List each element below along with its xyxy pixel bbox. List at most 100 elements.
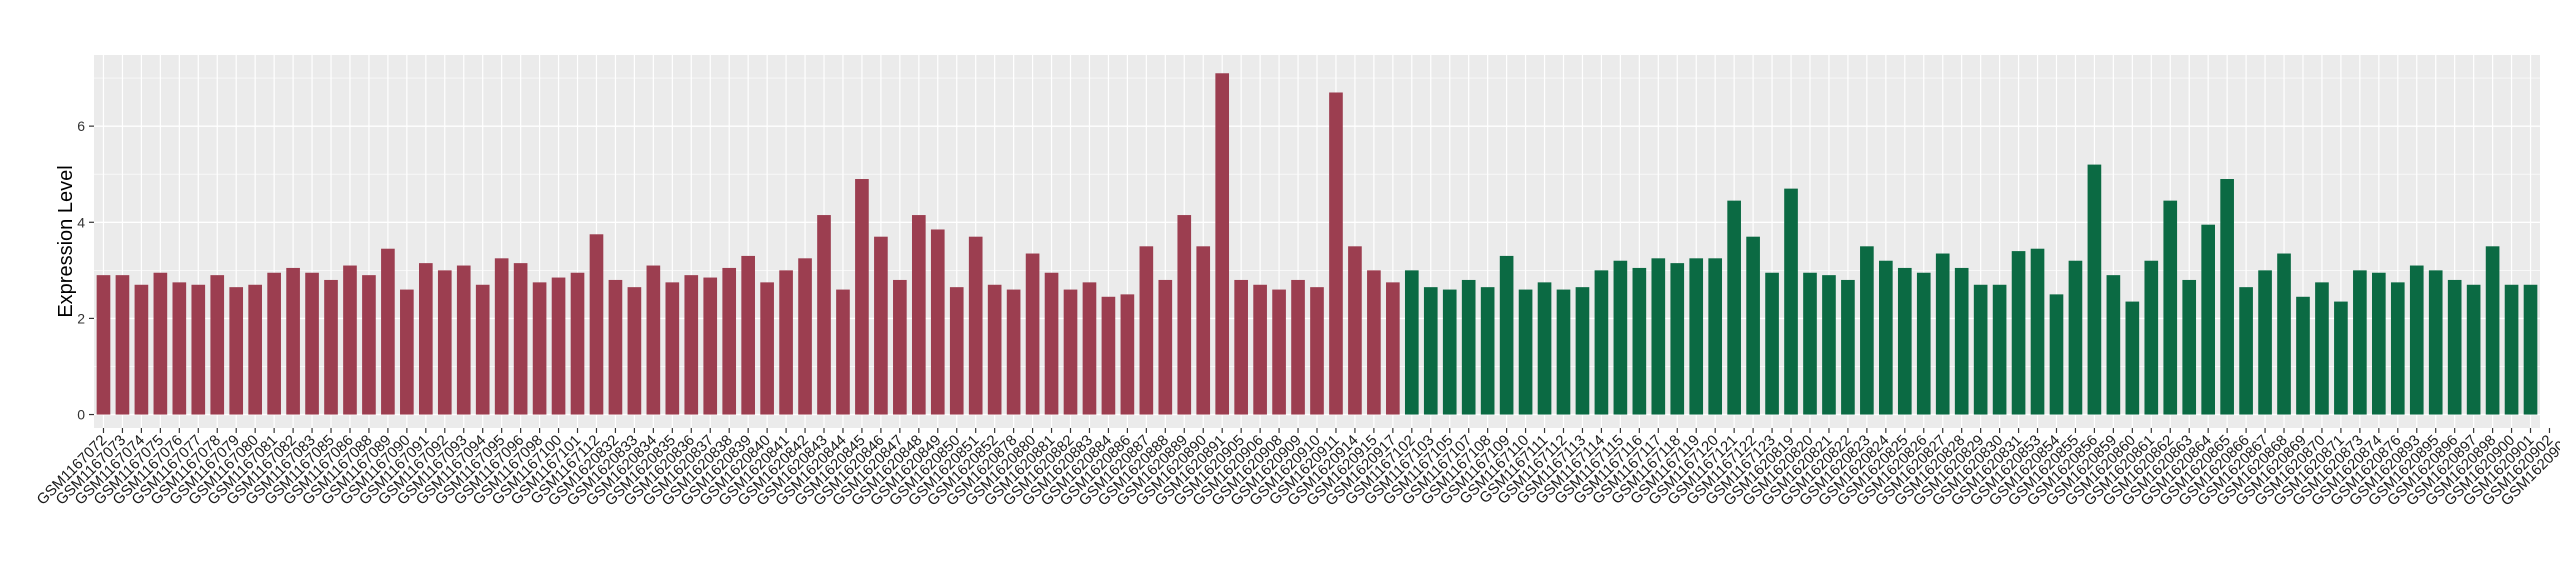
bar-gsm1167121 (1727, 200, 1741, 415)
bar-gsm1167080 (248, 284, 262, 415)
bar-gsm1620869 (2296, 296, 2310, 415)
bar-gsm1620834 (646, 265, 661, 415)
x-axis-ticks: GSM1167072GSM1167073GSM1167074GSM1167075… (34, 428, 2560, 509)
bar-gsm1167095 (494, 258, 509, 415)
bar-gsm1620886 (1120, 294, 1135, 415)
bar-gsm1620820 (1803, 272, 1817, 415)
bar-gsm1167079 (229, 287, 244, 415)
bar-gsm1620871 (2334, 301, 2348, 415)
bar-gsm1167105 (1442, 289, 1457, 415)
bar-gsm1620896 (2447, 279, 2462, 415)
bar-gsm1620889 (1177, 215, 1192, 415)
bar-gsm1620888 (1158, 279, 1173, 415)
bar-gsm1167081 (267, 272, 281, 415)
bar-gsm1620870 (2315, 282, 2329, 415)
bar-gsm1620906 (1253, 284, 1267, 415)
bar-gsm1620881 (1044, 272, 1059, 415)
bar-gsm1620821 (1822, 275, 1836, 415)
bar-gsm1620873 (2353, 270, 2367, 415)
bar-gsm1620841 (779, 270, 793, 415)
bar-gsm1620845 (855, 179, 869, 415)
bar-gsm1620867 (2258, 270, 2272, 415)
bars-layer (96, 73, 2538, 415)
bar-gsm1620909 (1291, 279, 1305, 415)
bar-gsm1620874 (2372, 272, 2386, 415)
bar-gsm1167116 (1632, 267, 1647, 415)
bar-gsm1620901 (2523, 284, 2538, 415)
bar-gsm1620836 (684, 275, 699, 415)
bar-gsm1620908 (1272, 289, 1286, 415)
bar-gsm1167117 (1651, 258, 1666, 415)
bar-gsm1620895 (2428, 270, 2443, 415)
bar-gsm1620856 (2087, 164, 2102, 415)
bar-gsm1620915 (1367, 270, 1381, 415)
bar-gsm1620855 (2068, 260, 2083, 415)
bar-gsm1620823 (1860, 246, 1874, 415)
bar-gsm1167113 (1575, 287, 1590, 415)
bar-gsm1167076 (172, 282, 187, 415)
bar-gsm1620825 (1897, 267, 1912, 415)
bar-gsm1167085 (324, 279, 338, 415)
bar-gsm1620835 (665, 282, 680, 415)
bar-gsm1620839 (741, 255, 755, 415)
bar-gsm1620876 (2390, 282, 2405, 415)
bar-gsm1620833 (627, 287, 642, 415)
bar-gsm1620880 (1025, 253, 1040, 415)
bar-gsm1167094 (475, 284, 490, 415)
bar-gsm1167109 (1499, 255, 1514, 415)
bar-gsm1167089 (381, 248, 395, 415)
bar-gsm1167075 (153, 272, 168, 415)
bar-gsm1167110 (1518, 289, 1533, 415)
bar-gsm1620864 (2201, 224, 2215, 415)
bar-gsm1620891 (1215, 73, 1230, 415)
bar-gsm1167074 (134, 284, 149, 415)
bar-gsm1620837 (703, 277, 718, 415)
bar-gsm1167092 (437, 270, 452, 415)
bar-gsm1620900 (2504, 284, 2519, 415)
bar-gsm1167101 (570, 272, 585, 415)
bar-gsm1620830 (1992, 284, 2007, 415)
bar-gsm1620893 (2409, 265, 2424, 415)
bar-gsm1620846 (874, 236, 888, 415)
bar-gsm1167120 (1708, 258, 1723, 415)
bar-gsm1167086 (343, 265, 357, 415)
bar-gsm1620887 (1139, 246, 1154, 415)
bar-gsm1167122 (1746, 236, 1760, 415)
bar-gsm1620890 (1196, 246, 1211, 415)
bar-gsm1167112 (589, 234, 604, 415)
bar-gsm1167077 (191, 284, 206, 415)
bar-gsm1620854 (2049, 294, 2064, 415)
bar-gsm1167098 (532, 282, 547, 415)
bar-gsm1620843 (817, 215, 831, 415)
bar-gsm1620850 (949, 287, 964, 415)
bar-gsm1620917 (1386, 282, 1400, 415)
bar-gsm1167083 (305, 272, 319, 415)
bar-gsm1167108 (1480, 287, 1495, 415)
bar-gsm1620863 (2182, 279, 2197, 415)
bar-gsm1620851 (968, 236, 983, 415)
bar-gsm1620832 (608, 279, 623, 415)
bar-gsm1620840 (760, 282, 774, 415)
bar-gsm1620911 (1329, 92, 1343, 415)
bar-gsm1620829 (1973, 284, 1988, 415)
bar-gsm1620852 (987, 284, 1002, 415)
bar-gsm1620860 (2125, 301, 2140, 415)
bar-gsm1167111 (1537, 282, 1552, 415)
y-axis-label: Expression Level (55, 165, 77, 317)
bar-gsm1620884 (1101, 296, 1116, 415)
bar-gsm1620827 (1935, 253, 1950, 415)
bar-gsm1620862 (2163, 200, 2178, 415)
bar-gsm1620824 (1879, 260, 1893, 415)
bar-gsm1620897 (2466, 284, 2481, 415)
bar-gsm1620883 (1082, 282, 1097, 415)
bar-gsm1620853 (2030, 248, 2045, 415)
bar-gsm1167096 (513, 263, 528, 415)
bar-gsm1167112 (1556, 289, 1571, 415)
bar-gsm1620882 (1063, 289, 1078, 415)
bar-gsm1620822 (1841, 279, 1855, 415)
y-tick-label: 2 (77, 310, 85, 326)
bar-gsm1167073 (115, 275, 130, 415)
bar-gsm1167123 (1765, 272, 1779, 415)
bar-gsm1620848 (911, 215, 926, 415)
bar-gsm1167078 (210, 275, 225, 415)
